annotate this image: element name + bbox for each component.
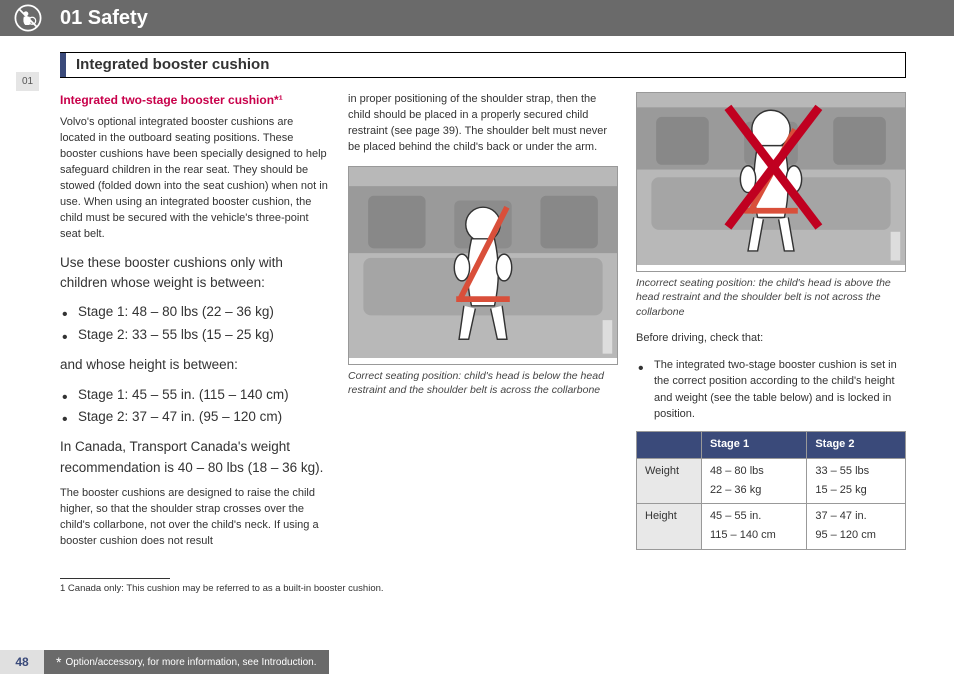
continuation-para: in proper positioning of the shoulder st… <box>348 92 618 156</box>
section-accent <box>60 53 66 77</box>
chapter-header: 01 Safety <box>0 0 954 36</box>
subheading: Integrated two-stage booster cushion*¹ <box>60 92 330 109</box>
height-lead: and whose height is between: <box>60 355 330 375</box>
table-header-row: Stage 1 Stage 2 <box>637 431 906 458</box>
no-airbag-icon <box>14 4 42 32</box>
table-cell: 45 – 55 in.115 – 140 cm <box>701 504 806 550</box>
height-list: Stage 1: 45 – 55 in. (115 – 140 cm) Stag… <box>60 384 330 430</box>
table-row: Height 45 – 55 in.115 – 140 cm 37 – 47 i… <box>637 504 906 550</box>
before-driving: Before driving, check that: <box>636 331 906 347</box>
table-header: Stage 2 <box>807 431 906 458</box>
check-list: The integrated two-stage booster cushion… <box>636 357 906 423</box>
table-cell: 37 – 47 in.95 – 120 cm <box>807 504 906 550</box>
list-item: Stage 1: 45 – 55 in. (115 – 140 cm) <box>60 384 330 407</box>
side-tab: 01 <box>16 72 39 91</box>
footnote: 1 Canada only: This cushion may be refer… <box>0 583 954 594</box>
list-item: Stage 2: 37 – 47 in. (95 – 120 cm) <box>60 406 330 429</box>
outro-para: The booster cushions are designed to rai… <box>60 486 330 550</box>
table-row: Weight 48 – 80 lbs22 – 36 kg 33 – 55 lbs… <box>637 458 906 504</box>
footer-note: *Option/accessory, for more information,… <box>44 650 329 674</box>
footnote-rule <box>60 578 170 579</box>
list-item: The integrated two-stage booster cushion… <box>636 357 906 423</box>
canada-note: In Canada, Transport Canada's weight rec… <box>60 437 330 478</box>
star-icon: * <box>56 654 61 670</box>
section-title-bar: Integrated booster cushion <box>60 52 906 78</box>
figure-correct <box>348 166 618 365</box>
table-cell: 48 – 80 lbs22 – 36 kg <box>701 458 806 504</box>
weight-list: Stage 1: 48 – 80 lbs (22 – 36 kg) Stage … <box>60 301 330 347</box>
weight-lead: Use these booster cushions only with chi… <box>60 253 330 294</box>
content-columns: Integrated two-stage booster cushion*¹ V… <box>0 92 954 560</box>
list-item: Stage 2: 33 – 55 lbs (15 – 25 kg) <box>60 324 330 347</box>
row-label: Weight <box>637 458 702 504</box>
table-cell: 33 – 55 lbs15 – 25 kg <box>807 458 906 504</box>
stage-table: Stage 1 Stage 2 Weight 48 – 80 lbs22 – 3… <box>636 431 906 551</box>
page-footer: 48 *Option/accessory, for more informati… <box>0 650 954 674</box>
row-label: Height <box>637 504 702 550</box>
table-header <box>637 431 702 458</box>
figure-incorrect <box>636 92 906 272</box>
table-header: Stage 1 <box>701 431 806 458</box>
figure-incorrect-caption: Incorrect seating position: the child's … <box>636 276 906 319</box>
list-item: Stage 1: 48 – 80 lbs (22 – 36 kg) <box>60 301 330 324</box>
figure-correct-caption: Correct seating position: child's head i… <box>348 369 618 397</box>
page-number: 48 <box>0 650 44 674</box>
chapter-title: 01 Safety <box>60 7 148 30</box>
section-title: Integrated booster cushion <box>76 53 269 77</box>
column-1: Integrated two-stage booster cushion*¹ V… <box>60 92 330 560</box>
column-3: Incorrect seating position: the child's … <box>636 92 906 560</box>
intro-para: Volvo's optional integrated booster cush… <box>60 115 330 243</box>
column-2: in proper positioning of the shoulder st… <box>348 92 618 560</box>
